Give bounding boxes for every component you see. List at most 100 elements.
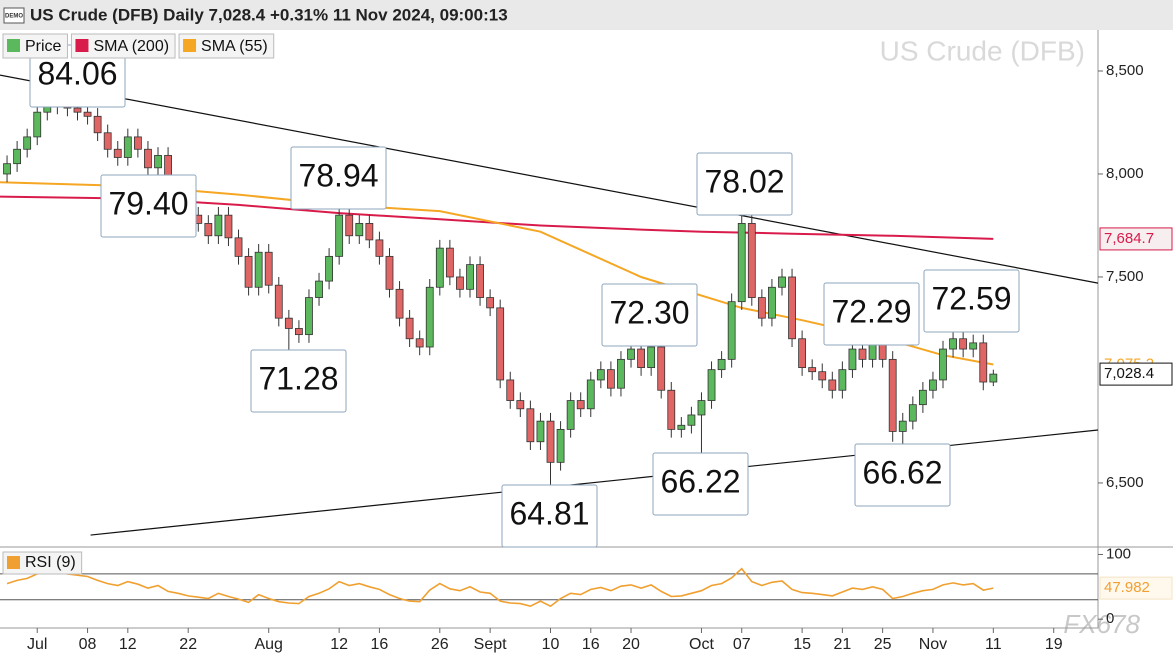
candle-body (154, 155, 162, 169)
candle-body (244, 255, 253, 288)
candle-body (83, 111, 92, 117)
candle-body (435, 247, 444, 288)
trendline (0, 74, 1099, 284)
candle-body (647, 346, 656, 368)
annotation-box (823, 282, 920, 346)
y-tick-label: 100 (1106, 545, 1131, 562)
candle-body (23, 136, 32, 150)
annotation-label: 84.06 (37, 55, 117, 91)
x-tick-label: Nov (919, 636, 947, 653)
candle-body (355, 223, 364, 237)
candle-body (989, 373, 998, 383)
legend-swatch (7, 39, 20, 52)
last-value-box (1099, 362, 1173, 386)
candle-body (536, 420, 545, 443)
candle-body (365, 223, 374, 241)
x-tick-label: 12 (330, 636, 348, 653)
legend-label: SMA (200) (93, 38, 169, 55)
candle-body (123, 136, 132, 158)
sma-line (0, 195, 994, 240)
legend-label: Price (25, 38, 62, 55)
corner-mark: FX678 (1063, 609, 1140, 639)
candle-body (818, 371, 827, 381)
legend-label: SMA (55) (201, 38, 268, 55)
candle-body (224, 214, 233, 239)
x-tick-label: 07 (733, 636, 751, 653)
x-tick-label: 19 (1045, 636, 1063, 653)
candle-body (93, 115, 102, 134)
candle-body (234, 237, 243, 257)
candle-body (606, 369, 615, 389)
legend-swatch (183, 39, 197, 52)
candle-body (526, 408, 535, 443)
annotation-label: 64.81 (509, 495, 589, 531)
candle-body (707, 369, 716, 401)
rsi-line (6, 567, 994, 608)
candle-body (727, 301, 736, 360)
last-value-box (1099, 227, 1173, 251)
candle-body (496, 307, 505, 381)
candle-body (204, 223, 213, 237)
candle-body (929, 379, 937, 391)
candle-body (214, 214, 223, 237)
annotation-label: 72.29 (831, 293, 911, 329)
legend-swatch (7, 556, 20, 569)
candle-body (747, 223, 756, 298)
candle-body (939, 348, 947, 381)
candle-body (133, 136, 142, 150)
candle-body (254, 251, 263, 288)
candle-body (888, 358, 897, 432)
y-tick-label: 8,500 (1106, 62, 1144, 79)
candle-body (486, 297, 495, 309)
candle-body (908, 404, 917, 422)
annotation-box (854, 443, 951, 507)
candle-body (325, 255, 333, 282)
candle-body (405, 317, 414, 340)
y-tick-label: 7,500 (1106, 268, 1144, 285)
annotation-box (696, 152, 793, 216)
candle-body (848, 348, 857, 371)
annotation-label: 66.62 (862, 454, 942, 490)
candle-body (506, 379, 515, 401)
candle-body (969, 342, 978, 350)
candle-body (556, 428, 565, 463)
candle-body (898, 420, 907, 432)
candle-body (3, 163, 11, 175)
candle-body (476, 264, 484, 298)
annotation-box (250, 349, 347, 413)
candle-body (858, 348, 867, 360)
candle-body (33, 111, 42, 138)
candle-body (828, 379, 837, 391)
annotation-label: 78.02 (704, 163, 784, 199)
candle-body (918, 389, 927, 406)
annotation-label: 72.30 (609, 294, 689, 330)
candle-body (113, 148, 122, 158)
legend-box (70, 33, 176, 59)
watermark: US Crude (DFB) (880, 35, 1085, 66)
x-tick-label: Jul (27, 636, 47, 653)
candle-body (466, 264, 474, 290)
candle-body (798, 338, 807, 368)
candle-body (295, 328, 303, 336)
header-bar (0, 0, 1173, 30)
annotation-box (100, 174, 197, 238)
candle-body (667, 389, 676, 430)
candle-body (687, 414, 696, 426)
y-tick-label: 0 (1106, 610, 1114, 627)
x-tick-label: 10 (542, 636, 560, 653)
candle-body (144, 148, 152, 169)
candle-body (345, 214, 354, 237)
x-tick-label: 21 (833, 636, 851, 653)
candle-body (546, 420, 555, 463)
annotation-label: 66.22 (660, 463, 740, 499)
x-tick-label: 15 (793, 636, 811, 653)
last-value-label: 7,684.7 (1104, 230, 1154, 247)
legend-swatch (75, 39, 89, 52)
candle-body (596, 369, 605, 381)
x-tick-label: 26 (431, 636, 449, 653)
candle-body (264, 251, 273, 286)
x-tick-label: 16 (371, 636, 389, 653)
candle-body (456, 276, 464, 290)
candle-body (425, 286, 434, 348)
